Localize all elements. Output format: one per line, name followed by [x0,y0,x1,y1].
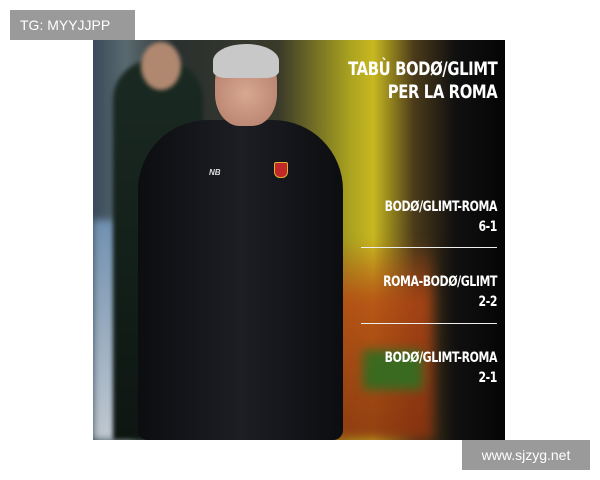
match-result: BODØ/GLIMT-ROMA 2-1 [384,348,498,388]
match-fixture: BODØ/GLIMT-ROMA [384,199,498,215]
match-fixture: ROMA-BODØ/GLIMT [383,274,497,290]
watermark-bottom: www.sjzyg.net [462,440,590,470]
coach-coat [138,120,343,440]
match-result: ROMA-BODØ/GLIMT 2-2 [383,272,497,312]
title-line: TABÙ BODØ/GLIMT [347,58,498,80]
divider [361,323,497,324]
match-score: 6-1 [478,219,497,235]
match-result: BODØ/GLIMT-ROMA 6-1 [384,197,498,237]
kit-logo: NB [209,168,221,177]
match-score: 2-1 [478,370,497,386]
coach-hair [213,44,279,78]
match-fixture: BODØ/GLIMT-ROMA [384,350,498,366]
match-score: 2-2 [478,294,497,310]
title-line: PER LA ROMA [387,81,497,103]
background-blur [363,350,423,390]
divider [361,247,497,248]
graphic-title: TABÙ BODØ/GLIMT PER LA ROMA [347,58,498,104]
photo-graphic: NB TABÙ BODØ/GLIMT PER LA ROMA BODØ/GLIM… [93,40,505,440]
watermark-top: TG: MYYJJPP [10,10,135,40]
background-person-head [141,42,181,90]
club-crest-icon [274,162,288,178]
